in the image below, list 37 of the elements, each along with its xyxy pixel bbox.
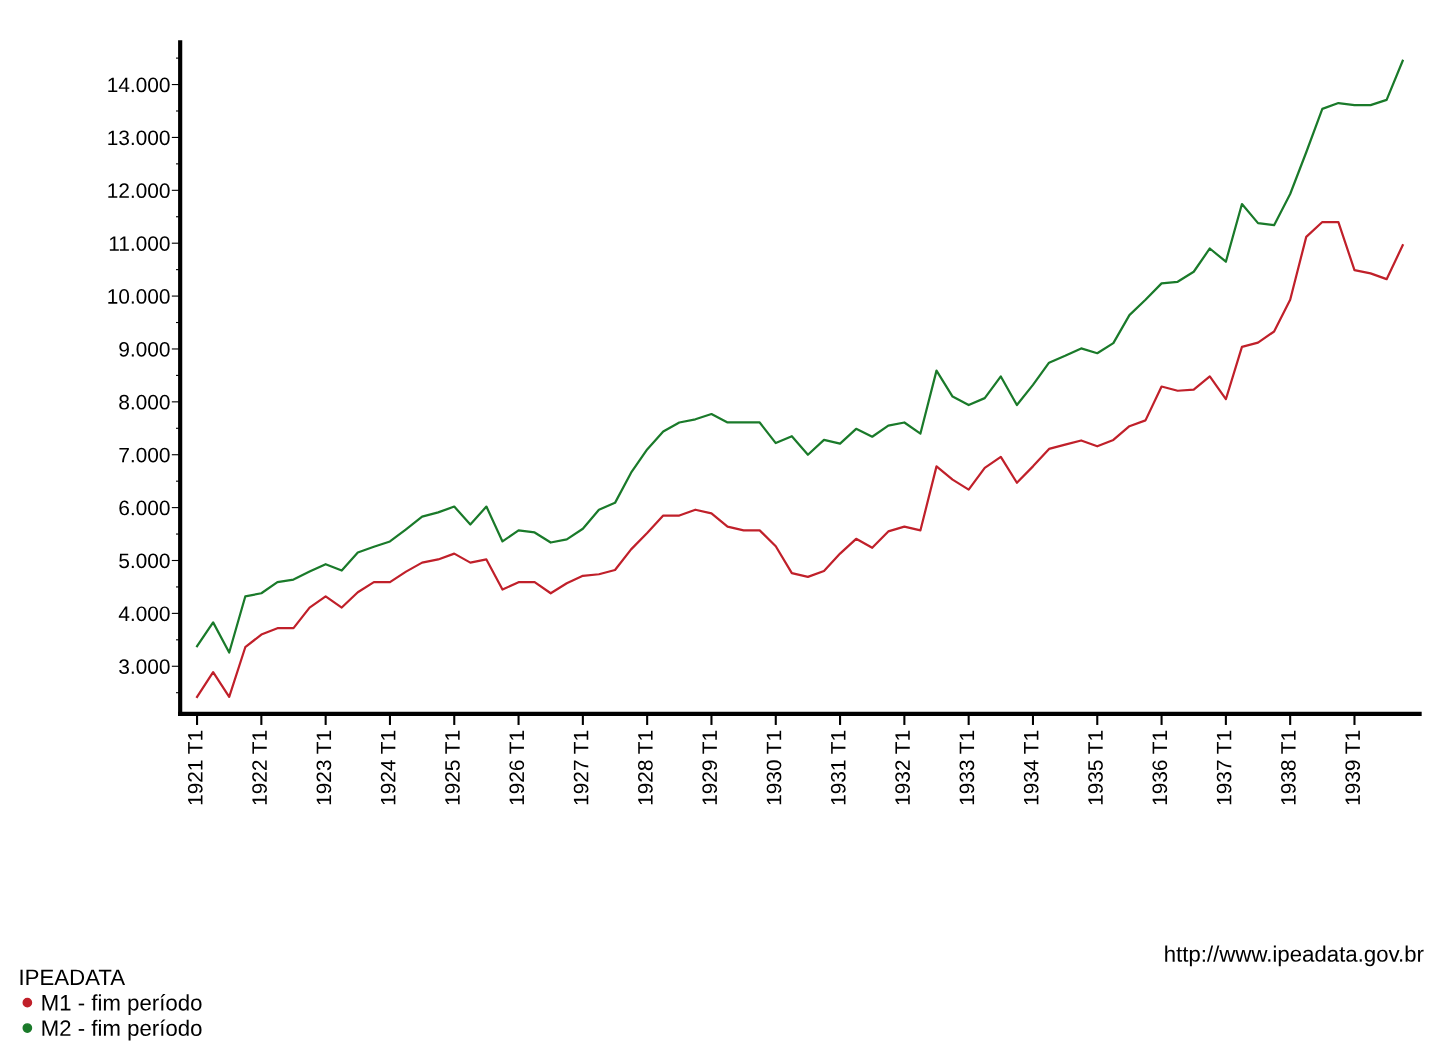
x-tick-label: 1927 T1 (573, 730, 589, 805)
line-series (195, 59, 1404, 654)
y-tick-label: 6.000 (119, 500, 170, 516)
y-tick-label: 11.000 (109, 236, 170, 251)
y-tick-label: 13.000 (108, 130, 170, 146)
y-tick-label: 8.000 (119, 394, 170, 410)
x-tick-label: 1936 T1 (1152, 730, 1168, 805)
x-tick-label: 1934 T1 (1023, 730, 1039, 805)
x-tick-label: 1928 T1 (638, 730, 653, 805)
y-tick-label: 14.000 (108, 77, 170, 93)
legend-label: M1 - fim período (42, 994, 202, 1016)
x-tick-label: 1926 T1 (509, 730, 525, 805)
x-tick-label: 1931 T1 (830, 730, 846, 805)
y-tick-label: 3.000 (119, 659, 170, 675)
legend-title: IPEADATA (20, 969, 126, 985)
x-tick-label: 1929 T1 (702, 730, 718, 805)
x-tick-label: 1932 T1 (895, 730, 910, 805)
x-tick-label: 1935 T1 (1088, 730, 1103, 805)
x-tick-label: 1924 T1 (380, 730, 396, 805)
x-tick-label: 1938 T1 (1281, 730, 1296, 805)
x-tick-label: 1922 T1 (252, 730, 267, 805)
x-tick-label: 1923 T1 (316, 730, 332, 805)
text: http://www.ipeadata.gov.br (1165, 945, 1424, 967)
y-tick-label: 5.000 (119, 553, 170, 569)
x-tick-label: 1925 T1 (445, 730, 460, 805)
x-tick-label: 1939 T1 (1345, 730, 1361, 805)
x-tick-label: 1930 T1 (766, 730, 782, 805)
line-series (195, 220, 1404, 699)
y-tick-label: 12.000 (108, 183, 170, 199)
x-tick-label: 1921 T1 (187, 730, 203, 805)
y-tick-label: 7.000 (119, 447, 170, 463)
legend-label: M2 - fim período (42, 1019, 202, 1041)
y-tick-label: 10.000 (108, 289, 170, 304)
y-tick-label: 4.000 (118, 606, 170, 622)
x-tick-label: 1937 T1 (1216, 730, 1232, 805)
x-tick-label: 1933 T1 (959, 730, 975, 805)
y-tick-label: 9.000 (119, 341, 170, 357)
